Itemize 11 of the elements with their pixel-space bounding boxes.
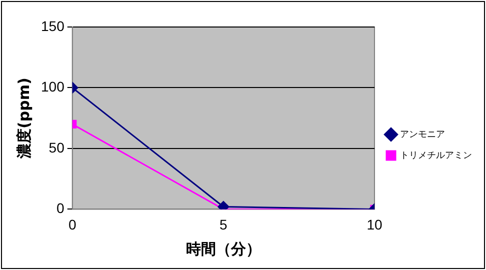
x-tick-label: 0 bbox=[68, 216, 76, 232]
x-axis-title: 時間（分） bbox=[186, 240, 261, 258]
y-tick-label: 100 bbox=[41, 78, 65, 95]
y-tick-label: 50 bbox=[48, 139, 65, 156]
legend-label: トリメチルアミン bbox=[400, 150, 472, 161]
x-tick-label: 5 bbox=[220, 216, 228, 232]
y-tick-label: 150 bbox=[41, 18, 65, 34]
x-tick-label: 10 bbox=[366, 216, 382, 232]
legend-label: アンモニア bbox=[400, 130, 445, 140]
y-axis-title: 濃度(ppm) bbox=[14, 78, 33, 160]
y-tick-label: 0 bbox=[56, 200, 65, 216]
